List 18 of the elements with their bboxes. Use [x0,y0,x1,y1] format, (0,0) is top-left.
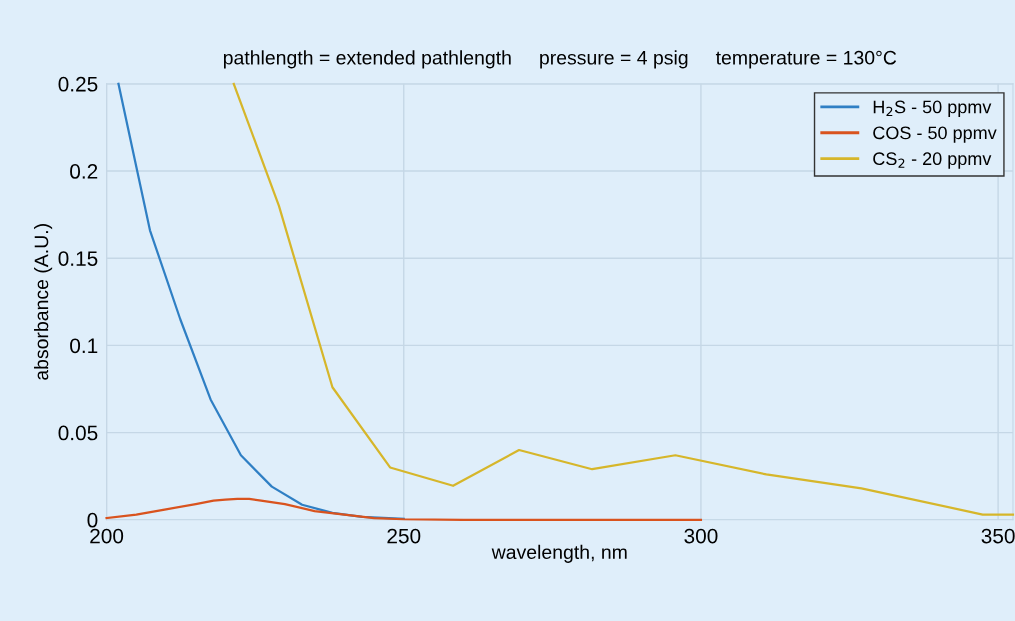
legend-label: COS - 50 ppmv [873,126,997,143]
legend-label: H$_{2}$S - 50 ppmv [873,100,992,117]
y-axis-title: absorbance (A.U.) [34,224,53,380]
y-tick-label: 0.15 [58,251,98,266]
chart-title: pathlength = extended pathlength pressure = 4 psig temperature = 130°C [223,50,897,69]
y-tick-label: 0.05 [58,425,98,441]
y-tick-label: 0.1 [70,338,98,354]
x-axis-title: wavelength, nm [491,544,627,563]
x-tick-label: 300 [684,528,718,544]
line-series [105,497,703,521]
line-series [232,82,1015,516]
y-tick-label: 0.25 [58,76,98,92]
x-tick-label: 250 [387,528,421,544]
x-tick-label: 200 [90,528,124,544]
legend-label: CS$_{2}$ - 20 ppmv [873,152,992,169]
y-tick-label: 0 [87,512,98,528]
x-tick-label: 350 [981,528,1015,544]
y-tick-label: 0.2 [70,164,98,179]
